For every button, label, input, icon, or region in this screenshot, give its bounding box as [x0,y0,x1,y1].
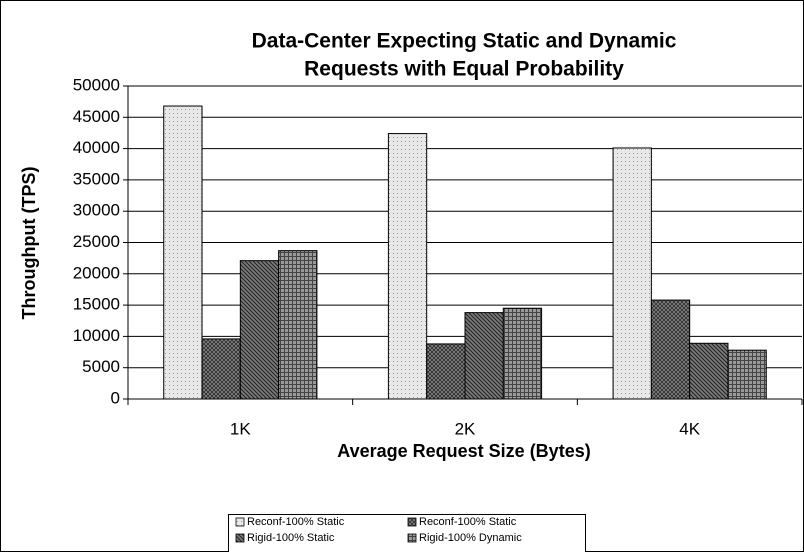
bar [502,307,543,400]
legend-label: Rigid-100% Dynamic [419,532,522,544]
bar [201,338,241,400]
bar [163,105,203,400]
y-tick-label: 5000 [82,357,120,376]
y-tick-label: 25000 [73,232,120,251]
bar [387,133,428,400]
y-tick-label: 10000 [73,326,120,345]
legend-label: Rigid-100% Static [247,532,335,544]
y-tick-label: 15000 [73,295,120,314]
legend-label: Reconf-100% Static [419,516,517,528]
legend-swatch [235,517,245,527]
bar [612,147,652,400]
legend-label: Reconf-100% Static [247,516,345,528]
x-axis-label: Average Request Size (Bytes) [337,441,590,461]
bar [689,342,729,400]
bar [426,343,466,400]
legend-swatch [407,517,417,527]
bar [650,299,691,400]
y-axis-label: Throughput (TPS) [19,167,39,320]
y-tick-label: 40000 [73,138,120,157]
y-tick-label: 35000 [73,169,120,188]
y-tick-label: 30000 [73,201,120,220]
legend-swatch [235,533,245,543]
y-tick-label: 20000 [73,263,120,282]
x-tick-label: 4K [679,419,700,438]
bar [727,349,767,400]
chart-title: Data-Center Expecting Static and Dynamic [252,30,677,53]
legend-swatch [407,533,417,543]
bar [239,260,280,400]
x-tick-label: 1K [230,419,251,438]
bar [464,312,504,400]
chart-title: Requests with Equal Probability [304,58,624,81]
y-tick-label: 45000 [73,107,120,126]
bar [278,250,318,400]
y-tick-label: 0 [111,388,120,407]
x-tick-label: 2K [455,419,476,438]
legend-box [228,514,586,552]
y-tick-label: 50000 [73,75,120,94]
